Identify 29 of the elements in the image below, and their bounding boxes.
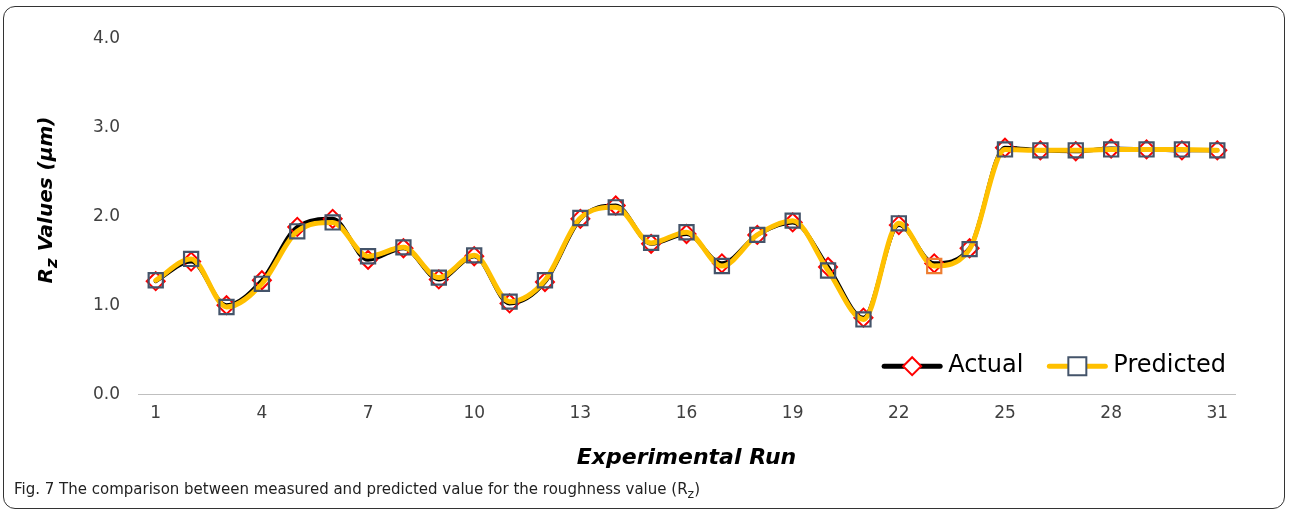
- point: [251, 270, 272, 291]
- point: [253, 275, 271, 293]
- y-tick-label: 3.0: [92, 115, 121, 136]
- point: [324, 214, 341, 231]
- point: [818, 256, 839, 277]
- x-axis-title: Experimental Run: [576, 443, 797, 469]
- point: [322, 208, 343, 229]
- point: [358, 249, 379, 270]
- y-tick-label: 2.0: [92, 204, 121, 225]
- point: [289, 223, 306, 240]
- legend-label: Predicted: [1113, 350, 1227, 379]
- x-tick-label: 28: [1100, 401, 1122, 422]
- x-tick-label: 1: [150, 401, 162, 422]
- x-tick-label: 16: [675, 401, 698, 422]
- x-tick-label: 4: [256, 401, 268, 422]
- x-tick-label: 22: [888, 401, 910, 422]
- y-tick-label: 4.0: [92, 26, 121, 47]
- legend-label: Actual: [948, 350, 1024, 379]
- x-tick-label: 31: [1206, 401, 1229, 422]
- point: [359, 248, 377, 265]
- x-tick-label: 7: [362, 401, 374, 422]
- y-tick-label: 1.0: [92, 293, 121, 314]
- x-tick-label: 19: [781, 401, 804, 422]
- x-tick-label: 10: [463, 401, 486, 422]
- x-tick-label: 13: [569, 401, 592, 422]
- point: [819, 262, 837, 279]
- x-tick-label: 25: [994, 401, 1016, 422]
- y-tick-label: 0.0: [92, 382, 121, 403]
- caption: Fig. 7 The comparison between measured and predicted value for the roughness value (R$_{z}$): [14, 480, 700, 501]
